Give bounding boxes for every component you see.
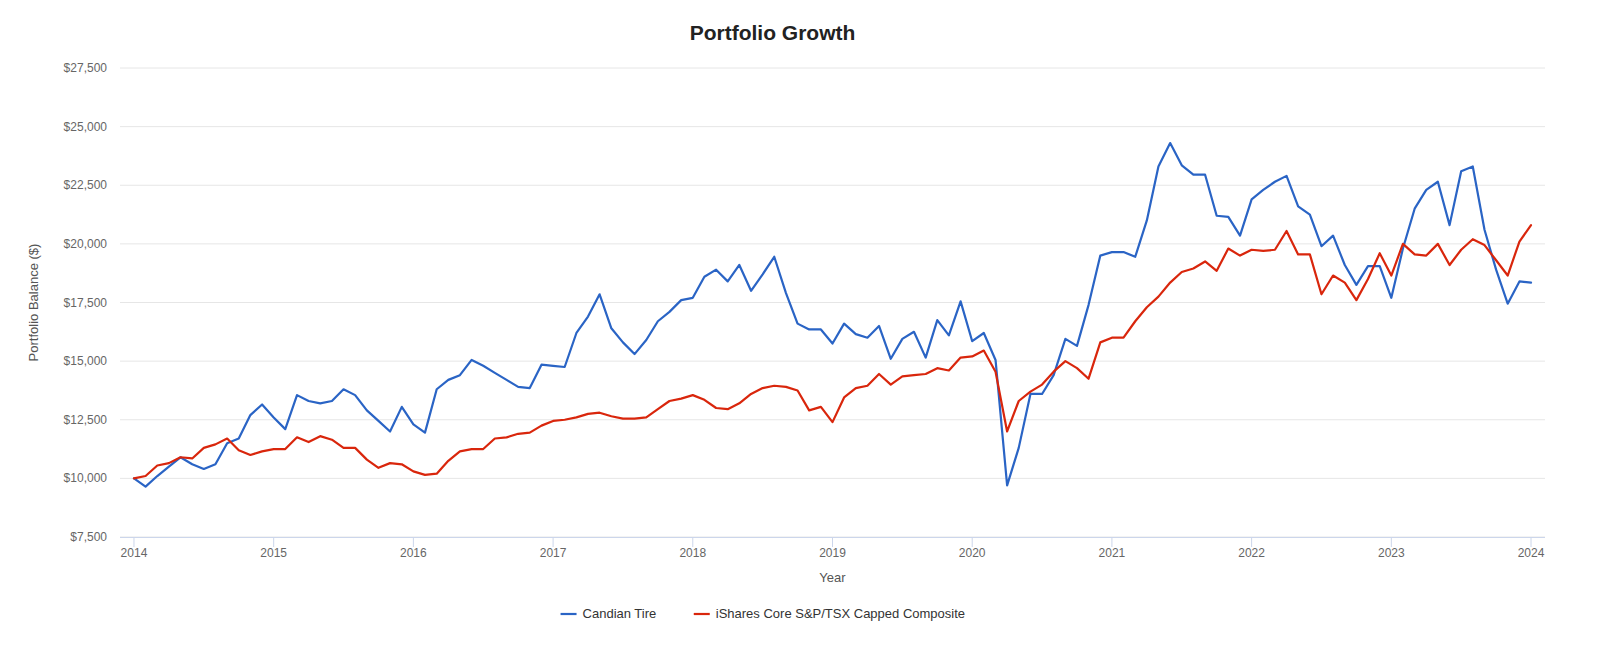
x-tick-label: 2015	[260, 546, 287, 560]
x-tick-label: 2016	[400, 546, 427, 560]
chart: Portfolio Growth $7,500 $10,000 $12,500 $15,…	[0, 0, 1600, 650]
x-tick-label: 2014	[121, 546, 148, 560]
x-tick-label: 2022	[1238, 546, 1265, 560]
x-tick-label: 2020	[959, 546, 986, 560]
x-axis-label: Year	[819, 570, 846, 585]
grid-line	[120, 68, 1545, 69]
legend-label: Candian Tire	[583, 606, 657, 621]
grid-line	[120, 361, 1545, 362]
y-tick-label: $7,500	[70, 530, 107, 544]
grid-line	[120, 126, 1545, 127]
y-axis-label: Portfolio Balance ($)	[26, 244, 41, 362]
grid-line	[120, 302, 1545, 303]
grid-line	[120, 185, 1545, 186]
legend-swatch	[561, 613, 577, 615]
grid-line	[120, 243, 1545, 244]
legend-swatch	[694, 613, 710, 615]
legend: Candian Tire iShares Core S&P/TSX Capped …	[561, 606, 965, 621]
x-tick-label: 2021	[1099, 546, 1126, 560]
x-tick-label: 2023	[1378, 546, 1405, 560]
x-tick-label: 2018	[679, 546, 706, 560]
y-tick-label: $12,500	[64, 413, 108, 427]
series-group	[134, 143, 1531, 487]
y-tick-label: $10,000	[64, 471, 108, 485]
y-tick-label: $15,000	[64, 354, 108, 368]
x-tick-label: 2024	[1518, 546, 1545, 560]
grid-line	[120, 478, 1545, 479]
y-tick-label: $22,500	[64, 178, 108, 192]
y-tick-label: $27,500	[64, 61, 108, 75]
x-tick-label: 2019	[819, 546, 846, 560]
y-tick-label: $17,500	[64, 296, 108, 310]
title: Portfolio Growth	[690, 21, 856, 44]
x-tick-label: 2017	[540, 546, 567, 560]
series-line	[134, 143, 1531, 487]
y-tick-label: $25,000	[64, 120, 108, 134]
grid	[120, 68, 1545, 537]
series-line	[134, 225, 1531, 478]
y-tick-label: $20,000	[64, 237, 108, 251]
legend-label: iShares Core S&P/TSX Capped Composite	[716, 606, 965, 621]
